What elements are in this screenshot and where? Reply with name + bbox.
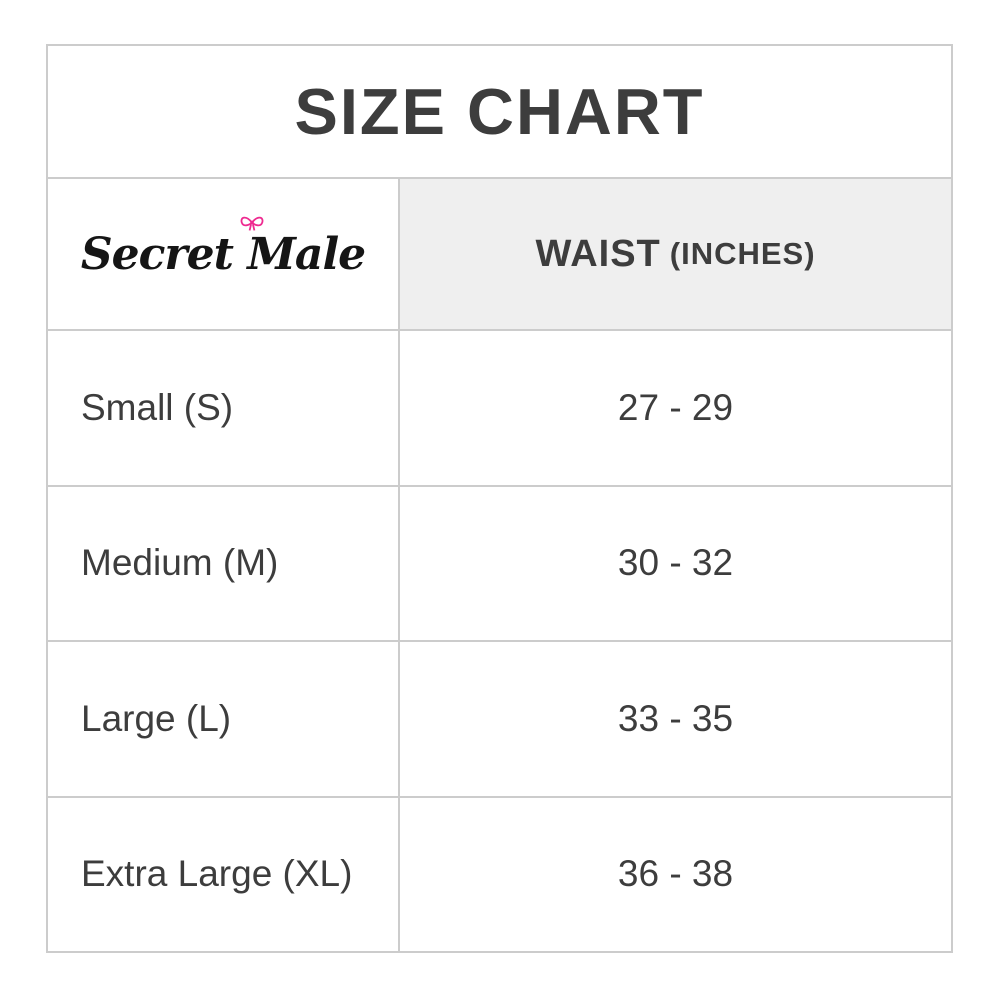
size-label: Small (S) — [81, 386, 234, 428]
title-row: SIZE CHART — [48, 46, 951, 177]
table-row-waist-xlarge: 36 - 38 — [398, 795, 951, 951]
table-row-size-xlarge: Extra Large (XL) — [48, 795, 398, 952]
page-title: SIZE CHART — [294, 75, 705, 148]
table-row-waist-small: 27 - 29 — [398, 329, 951, 485]
ribbon-bow-icon — [240, 216, 264, 231]
table-row-size-large: Large (L) — [48, 640, 398, 796]
brand-logo: Secret Male — [80, 216, 366, 280]
size-chart-table: SIZE CHART Secret Male WAIST (INCHES) Sm… — [46, 44, 953, 953]
waist-value: 33 - 35 — [617, 697, 734, 739]
waist-value: 30 - 32 — [617, 542, 734, 584]
size-label: Extra Large (XL) — [81, 853, 353, 895]
brand-name: Secret Male — [80, 228, 366, 280]
table-row-size-medium: Medium (M) — [48, 484, 398, 641]
table-row-waist-large: 33 - 35 — [398, 640, 951, 796]
waist-value: 27 - 29 — [617, 386, 734, 428]
brand-logo-cell: Secret Male — [48, 177, 398, 329]
waist-value: 36 - 38 — [617, 853, 734, 895]
table-row-size-small: Small (S) — [48, 329, 398, 485]
size-label: Large (L) — [81, 697, 232, 739]
table-row-waist-medium: 30 - 32 — [398, 484, 951, 640]
waist-unit-label: (INCHES) — [669, 236, 816, 271]
size-label: Medium (M) — [81, 542, 279, 584]
waist-header-cell: WAIST (INCHES) — [398, 177, 951, 329]
waist-header-label: WAIST — [535, 232, 661, 275]
